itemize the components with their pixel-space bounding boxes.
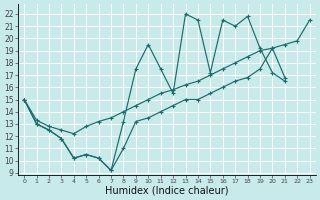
X-axis label: Humidex (Indice chaleur): Humidex (Indice chaleur) (105, 186, 229, 196)
